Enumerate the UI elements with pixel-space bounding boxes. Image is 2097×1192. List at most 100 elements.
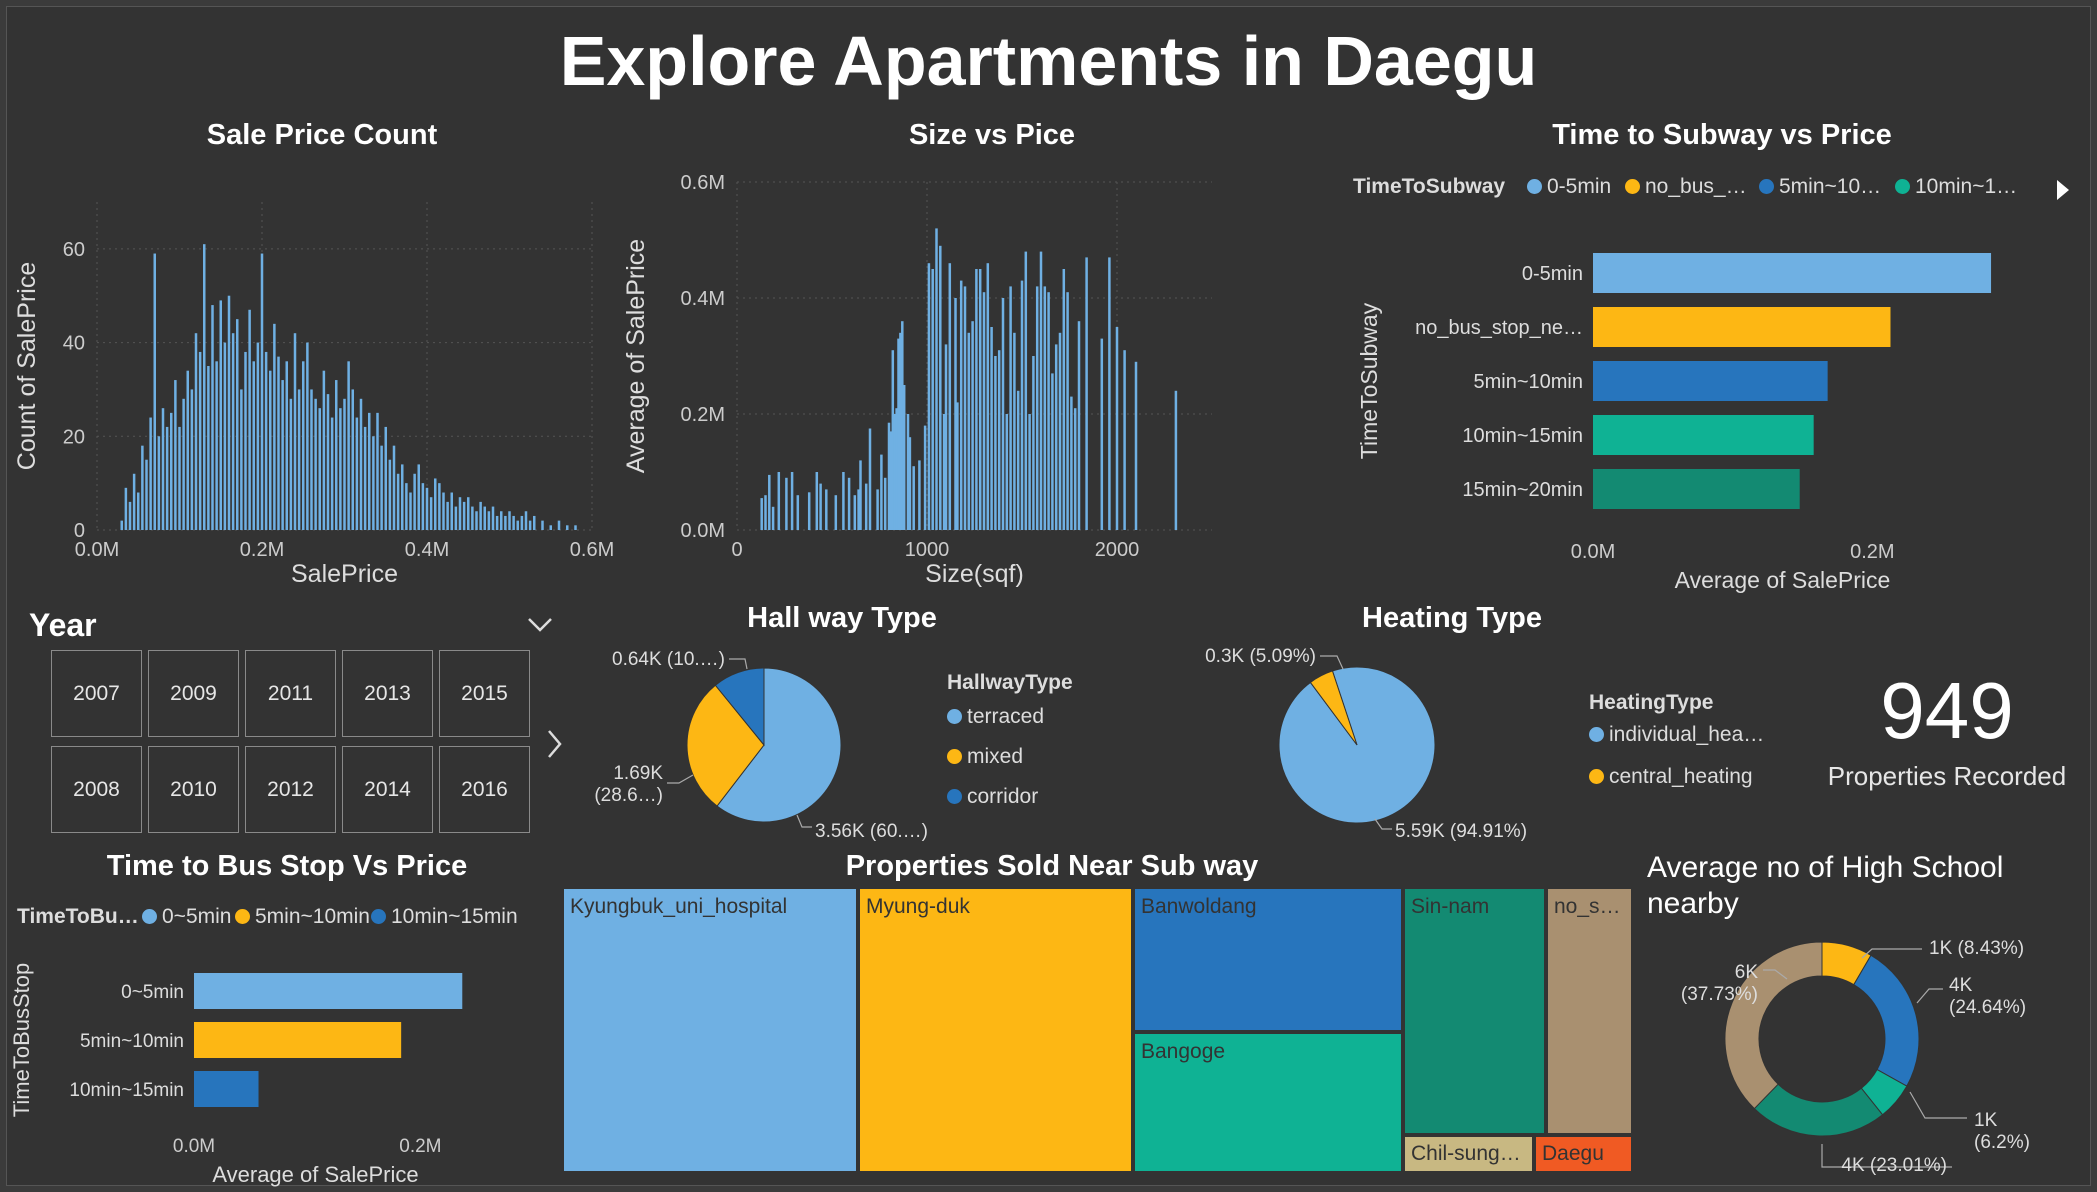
heating-legend-item[interactable]: individual_hea… <box>1589 723 1764 747</box>
treemap-tile-label: Myung-duk <box>866 895 970 918</box>
y-axis-title: TimeToBusStop <box>9 963 34 1117</box>
treemap-tile[interactable]: Bangoge <box>1133 1032 1403 1173</box>
treemap-tile[interactable]: Chil-sung… <box>1403 1135 1534 1173</box>
treemap-tile-label: Chil-sung… <box>1411 1142 1521 1165</box>
year-option-2014[interactable]: 2014 <box>342 746 433 833</box>
bar <box>557 520 561 530</box>
bar <box>157 436 161 530</box>
subway-legend-item[interactable]: 5min~10… <box>1759 175 1881 199</box>
bar <box>434 478 437 530</box>
bar <box>207 366 210 530</box>
subway-legend-item[interactable]: no_bus_… <box>1625 175 1747 199</box>
bar <box>438 483 441 530</box>
bar <box>409 492 412 530</box>
data-label: 1K (8.43%) <box>1929 938 2024 959</box>
bar <box>963 286 967 530</box>
y-tick-label: 0.6M <box>681 172 725 194</box>
bar <box>868 428 872 530</box>
bar <box>425 487 429 530</box>
subway-chart[interactable]: 0-5min no_bus_stop_ne… 5min~10min 10min~15m… <box>1347 217 2087 602</box>
bar <box>401 464 404 530</box>
bus-legend-item[interactable]: 0~5min <box>142 905 231 929</box>
bar <box>405 483 408 530</box>
bar <box>244 351 247 530</box>
legend-dot-icon <box>235 909 250 924</box>
bar <box>248 309 251 530</box>
year-option-2010[interactable]: 2010 <box>148 746 239 833</box>
heating-legend-item[interactable]: central_heating <box>1589 765 1753 789</box>
size-vs-price-chart[interactable]: 0.0M 0.2M 0.4M 0.6M 0 1000 2000 Size(sqf) Averag… <box>622 157 1327 597</box>
treemap-tile[interactable]: Myung-duk <box>858 887 1133 1173</box>
hallway-pie-chart[interactable]: 3.56K (60.…) 1.69K(28.6…) 0.64K (10.…) <box>567 637 947 847</box>
treemap-tile[interactable]: Kyungbuk_uni_hospital <box>562 887 858 1173</box>
hallway-legend-title: HallwayType <box>947 671 1073 694</box>
bar <box>1070 396 1073 530</box>
bar <box>891 350 895 530</box>
kpi-value: 949 <box>1880 666 2014 755</box>
bar <box>1593 307 1891 347</box>
hallway-legend-item[interactable]: corridor <box>947 785 1038 809</box>
category-label: 0-5min <box>1522 263 1583 285</box>
bar <box>1593 253 1992 293</box>
bar <box>1593 361 1828 401</box>
chevron-down-icon[interactable] <box>525 613 555 637</box>
x-tick-label: 0.6M <box>570 539 614 561</box>
bar <box>446 501 449 530</box>
bar <box>293 333 297 530</box>
bar <box>942 414 946 530</box>
year-option-2007[interactable]: 2007 <box>51 650 142 737</box>
legend-next-arrow-icon[interactable] <box>2053 177 2073 203</box>
year-option-2009[interactable]: 2009 <box>148 650 239 737</box>
bar <box>297 389 301 530</box>
bar <box>355 417 359 530</box>
hallway-legend-item[interactable]: terraced <box>947 705 1044 729</box>
bar <box>252 361 255 530</box>
bar <box>918 460 921 530</box>
bus-legend-item[interactable]: 10min~15min <box>371 905 518 929</box>
bar <box>1047 292 1050 530</box>
bar <box>227 295 231 530</box>
subway-legend-item[interactable]: 0-5min <box>1527 175 1611 199</box>
bar <box>549 525 552 530</box>
bar <box>1593 469 1800 509</box>
bar <box>1035 286 1039 530</box>
y-axis-title: Count of SalePrice <box>13 262 41 470</box>
bar <box>1100 338 1104 530</box>
bar <box>574 525 577 530</box>
y-axis-title: Average of SalePrice <box>622 239 650 473</box>
year-option-2013[interactable]: 2013 <box>342 650 433 737</box>
x-axis-title: Average of SalePrice <box>212 1162 418 1187</box>
bar <box>326 394 330 530</box>
high-school-donut-chart[interactable]: 1K (8.43%) 4K(24.64%) 1K(6.2%) 4K (23.01%) 6… <box>1647 927 2087 1182</box>
x-tick-label: 0.2M <box>399 1136 441 1157</box>
bar <box>997 350 1001 530</box>
hallway-legend-item[interactable]: mixed <box>947 745 1023 769</box>
bar <box>528 520 532 530</box>
bar <box>475 511 478 530</box>
treemap-tile[interactable]: Sin-nam <box>1403 887 1546 1135</box>
pie-slice <box>1853 954 1920 1087</box>
bar <box>1051 373 1054 530</box>
treemap-tile[interactable]: no_s… <box>1546 887 1633 1135</box>
subway-legend-item[interactable]: 10min~1… <box>1895 175 2017 199</box>
year-option-2011[interactable]: 2011 <box>245 650 336 737</box>
treemap-tile[interactable]: Daegu <box>1534 1135 1633 1173</box>
leader-line <box>729 658 748 670</box>
heating-pie-chart[interactable]: 5.59K (94.91%) 0.3K (5.09%) <box>1187 637 1567 847</box>
treemap-tile[interactable]: Banwoldang <box>1133 887 1403 1032</box>
x-tick-label: 0.0M <box>173 1136 215 1157</box>
bar <box>322 370 326 530</box>
bus-stop-chart[interactable]: 0~5min 5min~10min 10min~15min 0.0M 0.2M Avera… <box>7 942 552 1187</box>
sale-price-count-chart[interactable]: 0 20 40 60 0.0M 0.2M 0.4M 0.6M SalePrice Count of… <box>7 157 617 597</box>
year-option-2012[interactable]: 2012 <box>245 746 336 833</box>
bar <box>306 342 309 530</box>
bus-legend-item[interactable]: 5min~10min <box>235 905 370 929</box>
year-option-2015[interactable]: 2015 <box>439 650 530 737</box>
bar <box>198 351 202 530</box>
bar <box>1174 390 1178 530</box>
chevron-right-icon[interactable] <box>545 727 565 761</box>
pie-slice <box>716 667 842 823</box>
bar <box>203 244 206 530</box>
year-option-2008[interactable]: 2008 <box>51 746 142 833</box>
year-option-2016[interactable]: 2016 <box>439 746 530 833</box>
